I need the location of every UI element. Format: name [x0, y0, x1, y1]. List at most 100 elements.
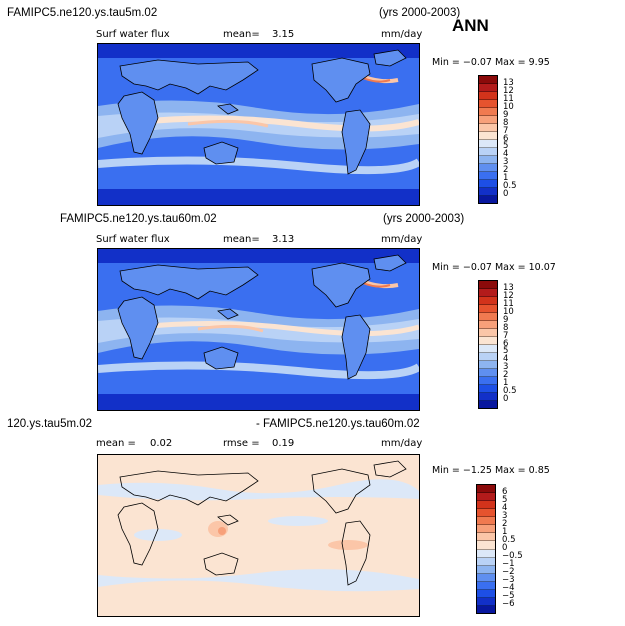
panel1-colorbar-label: 1	[503, 173, 509, 184]
panel3-colorbar-swatch	[477, 493, 495, 502]
panel2-colorbar-swatch	[479, 385, 497, 393]
panel3-colorbar-swatch	[477, 557, 495, 566]
panel1-colorbar-label: 13	[503, 77, 514, 88]
panel3-colorbar-label: 4	[502, 503, 508, 513]
panel3-colorbar-swatch	[477, 581, 495, 590]
panel2-case-name: FAMIPC5.ne120.ys.tau60m.02	[60, 213, 217, 225]
panel2-colorbar-label: 6	[503, 338, 509, 349]
panel3-colorbar-label: 2	[502, 519, 508, 529]
panel1-colorbar-swatch	[479, 116, 497, 124]
panel1-colorbar-label: 6	[503, 133, 509, 144]
panel2-colorbar-swatch	[479, 281, 497, 289]
panel1-colorbar-labels: 13 12 11 10 9 8 7 6 5 4 3 2 1 0.5 0	[503, 75, 543, 202]
panel3-colorbar-label: 3	[502, 511, 508, 521]
panel2-colorbar-label: 13	[503, 282, 514, 293]
panel1-map-field	[98, 44, 419, 205]
panel1-colorbar-swatch	[479, 92, 497, 100]
panel3-case-left: 120.ys.tau5m.02	[7, 418, 93, 430]
panel2-mean-label: mean=	[223, 234, 260, 245]
panel1-colorbar-swatch	[479, 132, 497, 140]
panel2-colorbar-swatch	[479, 361, 497, 369]
panel2-colorbar-swatch	[479, 345, 497, 353]
panel3-colorbar-label: −0.5	[502, 551, 523, 561]
panel3-colorbar-label: −4	[502, 583, 515, 593]
panel2-colorbar-swatch	[479, 337, 497, 345]
panel1-colorbar-label: 11	[503, 93, 514, 104]
panel2-colorbar-swatch	[479, 369, 497, 377]
panel1-colorbar-swatch	[479, 196, 497, 203]
panel2-colorbar	[478, 280, 498, 409]
panel2-colorbar-swatch	[479, 353, 497, 361]
panel1-colorbar-swatch	[479, 108, 497, 116]
panel3-colorbar-swatch	[477, 541, 495, 550]
panel3-colorbar-swatch	[477, 597, 495, 606]
panel2-colorbar-label: 3	[503, 362, 509, 373]
panel3-map-field	[98, 455, 419, 616]
panel1-colorbar-label: 5	[503, 141, 509, 152]
panel2-colorbar-swatch	[479, 401, 497, 408]
panel2-colorbar-label: 2	[503, 370, 509, 381]
panel1-colorbar-swatch	[479, 156, 497, 164]
panel3-colorbar-swatch	[477, 533, 495, 542]
panel2-colorbar-label: 11	[503, 298, 514, 309]
panel3-colorbar-swatch	[477, 525, 495, 534]
panel1-colorbar-swatch	[479, 188, 497, 196]
panel1-colorbar-label: 0.5	[503, 181, 517, 192]
panel1-colorbar-swatch	[479, 172, 497, 180]
panel3-rmse-label: rmse =	[223, 438, 260, 449]
panel3-case-right: - FAMIPC5.ne120.ys.tau60m.02	[256, 418, 420, 430]
panel2-colorbar-swatch	[479, 329, 497, 337]
panel3-colorbar-label: 0	[502, 543, 508, 553]
panel3-colorbar-swatch	[477, 501, 495, 510]
panel1-colorbar-swatch	[479, 164, 497, 172]
panel2-colorbar-label: 5	[503, 346, 509, 357]
panel3-colorbar-swatch	[477, 509, 495, 518]
panel2-colorbar-swatch	[479, 377, 497, 385]
panel3-colorbar-swatch	[477, 549, 495, 558]
panel1-colorbar-label: 12	[503, 85, 514, 96]
panel2-colorbar-swatch	[479, 289, 497, 297]
panel1-mean-label: mean=	[223, 29, 260, 40]
panel1-minmax: Min = −0.07 Max = 9.95	[432, 57, 550, 68]
panel3-minmax: Min = −1.25 Max = 0.85	[432, 465, 550, 476]
season-label: ANN	[452, 16, 489, 35]
panel1-colorbar-swatch	[479, 180, 497, 188]
panel2-colorbar-label: 12	[503, 290, 514, 301]
panel3-colorbar-swatch	[477, 517, 495, 526]
panel1-units: mm/day	[381, 29, 423, 40]
panel3-colorbar-label: 6	[502, 487, 508, 497]
panel3-colorbar-swatch	[477, 573, 495, 582]
panel2-map-field	[98, 249, 419, 410]
panel1-colorbar-label: 10	[503, 101, 514, 112]
panel1-colorbar-swatch	[479, 100, 497, 108]
panel2-units: mm/day	[381, 234, 423, 245]
panel1-case-name: FAMIPC5.ne120.ys.tau5m.02	[7, 7, 158, 19]
panel2-colorbar-swatch	[479, 297, 497, 305]
panel1-colorbar-label: 0	[503, 189, 509, 200]
panel2-colorbar-label: 0	[503, 394, 509, 405]
panel3-colorbar-swatch	[477, 565, 495, 574]
panel3-units: mm/day	[381, 438, 423, 449]
panel1-years: (yrs 2000-2003)	[379, 7, 461, 19]
panel1-colorbar-swatch	[479, 124, 497, 132]
panel1-colorbar-swatch	[479, 84, 497, 92]
panel2-colorbar-swatch	[479, 313, 497, 321]
panel2-colorbar-label: 10	[503, 306, 514, 317]
panel3-colorbar-swatch	[477, 589, 495, 598]
panel2-variable: Surf water flux	[96, 234, 170, 245]
panel1-map	[97, 43, 420, 206]
panel3-colorbar-label: 1	[502, 527, 508, 537]
panel3-colorbar-label: −1	[502, 559, 515, 569]
panel3-map	[97, 454, 420, 617]
panel3-colorbar-labels: 6 5 4 3 2 1 0.5 0 −0.5 −1 −2 −3 −4 −5 −6	[502, 484, 542, 612]
panel3-colorbar-label: 0.5	[502, 535, 516, 545]
panel3-colorbar	[476, 484, 496, 614]
panel3-colorbar-label: −2	[502, 567, 515, 577]
panel2-years: (yrs 2000-2003)	[383, 213, 465, 225]
panel3-rmse-value: 0.19	[272, 438, 295, 449]
panel2-colorbar-label: 1	[503, 378, 509, 389]
panel1-colorbar-label: 7	[503, 125, 509, 136]
panel1-colorbar-label: 8	[503, 117, 509, 128]
panel1-colorbar-label: 9	[503, 109, 509, 120]
panel1-colorbar-swatch	[479, 76, 497, 84]
